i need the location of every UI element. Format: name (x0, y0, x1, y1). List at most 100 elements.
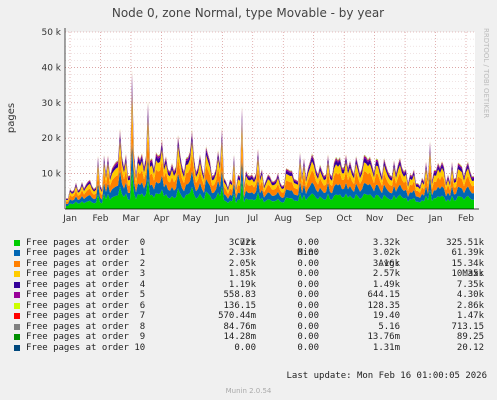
legend-min-value: 0.00 (297, 258, 319, 269)
x-tick-label: Mar (122, 214, 139, 224)
rrdtool-credit: RRDTOOL / TOBI OETIKER (482, 28, 490, 118)
legend-swatch (14, 260, 20, 267)
legend-header: Cur: Min: Avg: Max: (12, 227, 492, 280)
legend-header-max: Max: (462, 269, 484, 279)
legend-max-value: 4.30k (456, 290, 484, 300)
x-tick-label: Feb (92, 214, 108, 224)
legend-row: Free pages at order 0 3.72k 0.00 3.32k 325.5… (12, 238, 492, 249)
x-tick-label: Dec (396, 214, 413, 224)
y-tick-label: 10 k (41, 170, 61, 180)
legend-row: Free pages at order 4 1.19k 0.00 1.49k 7.35k (12, 280, 492, 291)
legend-header-cur: Cur: (234, 237, 256, 248)
x-tick-label: Jul (246, 214, 258, 224)
legend-row: Free pages at order 5 558.83 0.00 644.15 4.3… (12, 290, 492, 301)
axes (64, 28, 479, 210)
legend-min-value: 0.00 (297, 279, 319, 290)
legend-avg-value: 19.40 (372, 311, 400, 321)
legend-swatch (14, 239, 20, 246)
x-tick-label: Jan (62, 214, 77, 224)
legend-cur-value: 1.85k (228, 269, 256, 279)
legend-series-name: Free pages at order 6 (26, 300, 146, 311)
legend-max-value: 61.39k (451, 248, 484, 258)
x-tick-label: Oct (336, 214, 352, 224)
legend-swatch (14, 302, 20, 309)
x-tick-label: May (183, 214, 202, 224)
legend-cur-value: 1.19k (228, 279, 256, 290)
munin-version: Munin 2.0.54 (225, 387, 272, 395)
legend-swatch (14, 313, 20, 319)
legend-avg-value: 644.15 (367, 290, 400, 300)
legend-swatch (14, 250, 20, 256)
legend-max-value: 7.35k (456, 279, 484, 290)
legend-row: Free pages at order 7 570.44m 0.00 19.40 1.4… (12, 311, 492, 322)
legend-cur-value: 558.83 (223, 290, 256, 300)
legend-series-name: Free pages at order 7 (26, 311, 146, 321)
y-tick-label: 20 k (41, 134, 61, 144)
chart-title: Node 0, zone Normal, type Movable - by y… (112, 6, 384, 20)
legend-swatch (14, 292, 20, 298)
legend-cur-value: 84.76m (223, 321, 256, 332)
legend-min-value: 0.00 (297, 332, 319, 342)
legend-max-value: 1.47k (456, 311, 484, 321)
legend-min-value: 0.00 (297, 321, 319, 332)
legend-cur-value: 570.44m (218, 311, 256, 321)
last-update: Last update: Mon Feb 16 01:00:05 2026 (286, 371, 487, 381)
legend-cur-value: 14.28m (223, 332, 256, 342)
legend-swatch (14, 281, 20, 288)
x-tick-label: Apr (154, 214, 170, 224)
legend-series-name: Free pages at order 5 (26, 290, 146, 300)
legend-avg-value: 1.31m (372, 342, 400, 353)
legend-series-name: Free pages at order 9 (26, 332, 146, 342)
legend-cur-value: 0.00 (234, 342, 256, 353)
legend-min-value: 0.00 (297, 300, 319, 311)
legend-rows: Free pages at order 0 3.72k 0.00 3.32k 325.5… (12, 238, 492, 354)
legend-min-value: 0.00 (297, 269, 319, 279)
x-tick-label: Aug (274, 214, 292, 224)
legend-max-value: 10.35k (451, 269, 484, 279)
series-area (66, 111, 474, 204)
legend-row: Free pages at order 3 1.85k 0.00 2.57k 10.35… (12, 269, 492, 280)
legend-series-name: Free pages at order 2 (26, 258, 146, 269)
legend-min-value: 0.00 (297, 248, 319, 258)
y-axis-label: pages (6, 103, 17, 133)
x-tick-label: Nov (366, 214, 384, 224)
series-area (66, 89, 474, 202)
legend-series-name: Free pages at order 8 (26, 321, 146, 332)
legend-cur-value: 2.05k (228, 258, 256, 269)
legend-min-value: 0.00 (297, 311, 319, 321)
legend-max-value: 89.25 (456, 332, 484, 342)
legend-series-name: Free pages at order 4 (26, 279, 146, 290)
legend-avg-value: 5.16 (378, 321, 400, 332)
legend-row: Free pages at order 8 84.76m 0.00 5.16 713.1… (12, 322, 492, 333)
legend-cur-value: 2.33k (228, 248, 256, 258)
x-tick-label: Feb (458, 214, 474, 224)
legend-min-value: 0.00 (297, 290, 319, 300)
legend-avg-value: 2.57k (372, 269, 400, 279)
y-tick-label: 30 k (41, 99, 61, 109)
legend-avg-value: 1.49k (372, 279, 400, 290)
legend-series-name: Free pages at order 3 (26, 269, 146, 279)
legend-cur-value: 3.72k (228, 237, 256, 248)
legend-min-value: 0.00 (297, 342, 319, 353)
legend-swatch (14, 323, 20, 330)
legend-row: Free pages at order 2 2.05k 0.00 3.16k 15.34… (12, 259, 492, 270)
series-area (66, 170, 474, 209)
legend-avg-value: 3.02k (372, 248, 400, 258)
legend-swatch (14, 334, 20, 340)
legend-swatch (14, 344, 20, 351)
legend-avg-value: 3.16k (372, 258, 400, 269)
x-tick-label: Jun (214, 214, 229, 224)
y-tick-labels: 10 k 20 k 30 k 40 k 50 k (41, 28, 61, 180)
legend-max-value: 325.51k (446, 237, 484, 248)
legend-max-value: 15.34k (451, 258, 484, 269)
legend-avg-value: 13.76m (367, 332, 400, 342)
y-tick-label: 40 k (41, 63, 61, 73)
legend-series-name: Free pages at order 1 (26, 248, 146, 258)
legend-avg-value: 3.32k (372, 237, 400, 248)
legend-max-value: 2.86k (456, 300, 484, 311)
legend-max-value: 713.15 (451, 321, 484, 332)
legend-header-min: Min: (297, 248, 319, 258)
y-tick-label: 50 k (41, 28, 61, 38)
legend-min-value: 0.00 (297, 237, 319, 248)
